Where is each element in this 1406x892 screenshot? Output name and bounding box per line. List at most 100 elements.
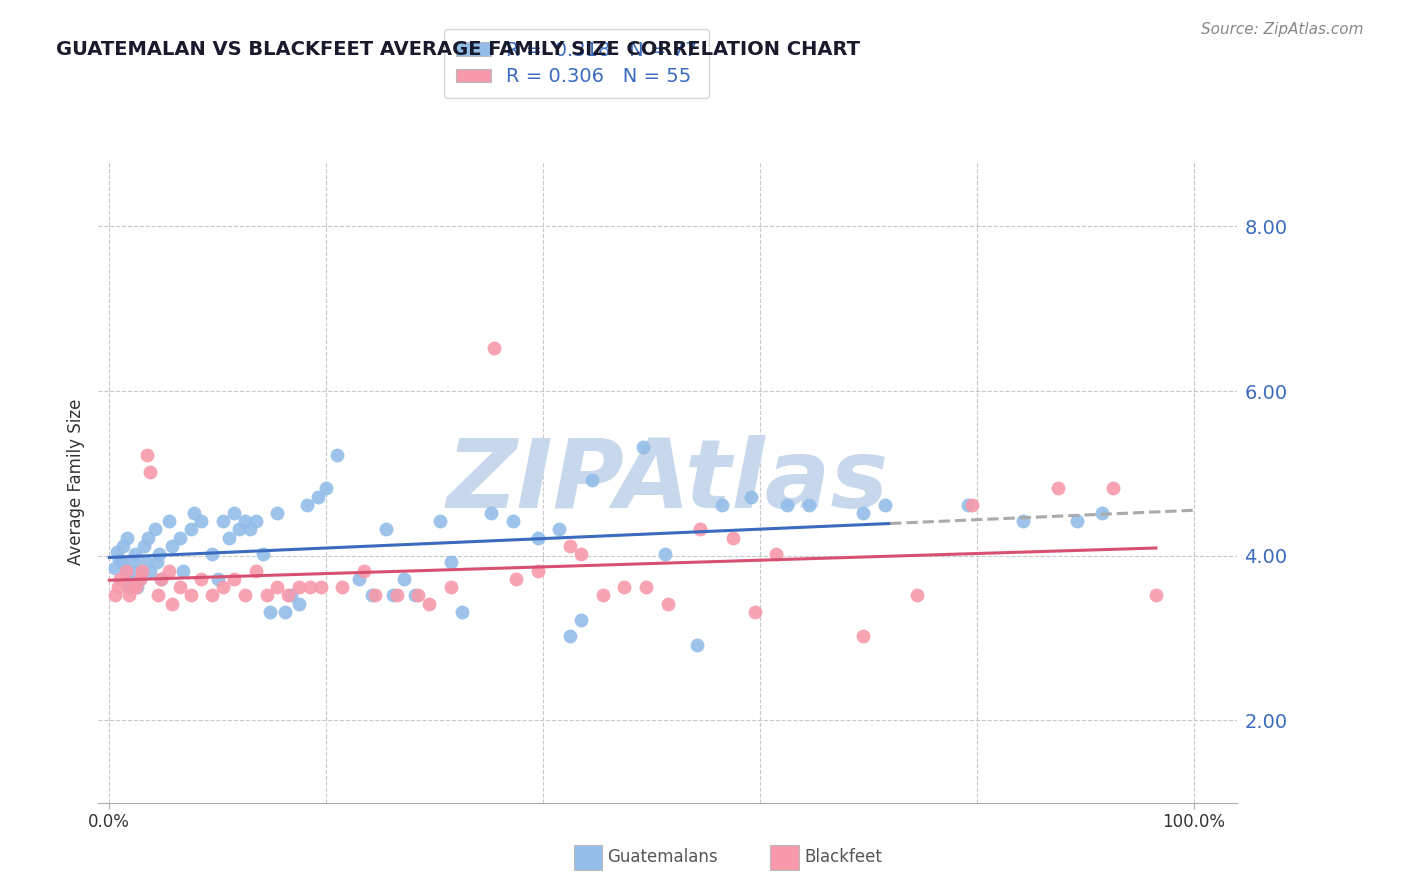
- Point: [128, 572, 150, 586]
- Point: [139, 465, 162, 479]
- Point: [233, 514, 256, 528]
- Point: [1101, 481, 1123, 495]
- Point: [686, 638, 709, 652]
- Point: [120, 580, 142, 594]
- Point: [114, 564, 136, 578]
- Text: Blackfeet: Blackfeet: [804, 848, 882, 866]
- Text: Guatemalans: Guatemalans: [607, 848, 718, 866]
- Point: [797, 498, 820, 512]
- Point: [190, 572, 212, 586]
- Point: [245, 514, 267, 528]
- Point: [295, 498, 318, 512]
- Point: [228, 523, 250, 537]
- Point: [852, 506, 875, 520]
- Point: [148, 547, 170, 561]
- Point: [1091, 506, 1114, 520]
- Point: [960, 498, 983, 512]
- Point: [143, 523, 166, 537]
- Point: [125, 580, 148, 594]
- Point: [180, 588, 202, 602]
- Point: [505, 572, 527, 586]
- Point: [315, 481, 337, 495]
- Point: [172, 564, 194, 578]
- Point: [125, 564, 148, 578]
- Point: [852, 630, 875, 644]
- Point: [169, 531, 191, 545]
- Point: [394, 572, 416, 586]
- Text: ZIPAtlas: ZIPAtlas: [447, 435, 889, 528]
- Point: [364, 588, 387, 602]
- Point: [288, 580, 311, 594]
- Point: [108, 572, 131, 586]
- Point: [484, 341, 506, 355]
- Point: [307, 490, 329, 504]
- Point: [117, 572, 139, 586]
- Point: [212, 580, 235, 594]
- Point: [122, 555, 145, 569]
- Point: [776, 498, 799, 512]
- Point: [128, 572, 150, 586]
- Point: [239, 523, 262, 537]
- Point: [169, 580, 191, 594]
- Point: [1144, 588, 1167, 602]
- Point: [180, 523, 202, 537]
- Point: [212, 514, 235, 528]
- Point: [104, 561, 127, 575]
- Point: [450, 605, 472, 619]
- Point: [905, 588, 928, 602]
- Point: [222, 572, 245, 586]
- Point: [274, 605, 297, 619]
- Point: [132, 539, 155, 553]
- Point: [360, 588, 382, 602]
- Point: [111, 555, 134, 569]
- Point: [765, 547, 787, 561]
- Y-axis label: Average Family Size: Average Family Size: [66, 399, 84, 565]
- Point: [526, 564, 548, 578]
- Point: [744, 605, 766, 619]
- Point: [298, 580, 321, 594]
- Point: [146, 555, 169, 569]
- Point: [404, 588, 426, 602]
- Point: [408, 588, 430, 602]
- Point: [309, 580, 332, 594]
- Point: [259, 605, 281, 619]
- Point: [581, 473, 603, 487]
- Text: Source: ZipAtlas.com: Source: ZipAtlas.com: [1201, 22, 1364, 37]
- Point: [429, 514, 451, 528]
- Point: [131, 564, 153, 578]
- Point: [654, 547, 676, 561]
- Point: [160, 597, 183, 611]
- Point: [280, 588, 302, 602]
- Point: [548, 523, 571, 537]
- Point: [479, 506, 502, 520]
- Point: [136, 448, 159, 462]
- Point: [222, 506, 245, 520]
- Legend: R =  0.318   N = 77, R = 0.306   N = 55: R = 0.318 N = 77, R = 0.306 N = 55: [444, 29, 710, 98]
- Point: [266, 580, 288, 594]
- Point: [740, 490, 762, 504]
- Point: [135, 555, 157, 569]
- Point: [112, 539, 135, 553]
- Point: [560, 539, 582, 553]
- Text: GUATEMALAN VS BLACKFEET AVERAGE FAMILY SIZE CORRELATION CHART: GUATEMALAN VS BLACKFEET AVERAGE FAMILY S…: [56, 40, 860, 59]
- Point: [418, 597, 440, 611]
- Point: [207, 572, 229, 586]
- Point: [124, 547, 146, 561]
- Point: [245, 564, 267, 578]
- Point: [201, 588, 224, 602]
- Point: [569, 547, 592, 561]
- Point: [613, 580, 636, 594]
- Point: [105, 544, 128, 558]
- Point: [560, 630, 582, 644]
- Point: [108, 553, 131, 567]
- Point: [326, 448, 349, 462]
- Point: [353, 564, 375, 578]
- Point: [115, 531, 138, 545]
- Point: [502, 514, 524, 528]
- Point: [1011, 514, 1033, 528]
- Point: [569, 613, 592, 627]
- Point: [636, 580, 658, 594]
- Point: [139, 564, 162, 578]
- Point: [332, 580, 354, 594]
- Point: [631, 440, 654, 454]
